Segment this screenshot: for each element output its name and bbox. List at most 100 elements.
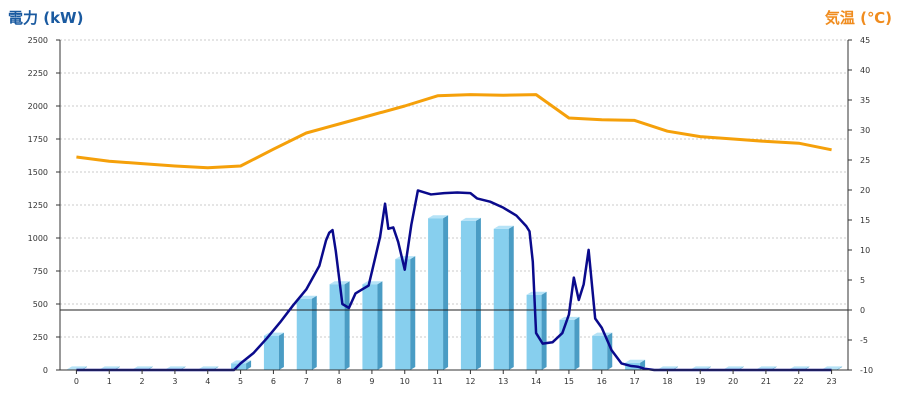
x-tick-label: 10 <box>400 377 410 386</box>
x-tick-label: 19 <box>695 377 705 386</box>
bar <box>296 298 312 370</box>
bar-side <box>508 225 514 370</box>
bar-side <box>344 281 350 370</box>
bar-side <box>475 217 481 370</box>
bar-top <box>165 366 186 370</box>
x-tick-label: 2 <box>140 377 145 386</box>
bar-top <box>428 215 449 219</box>
power-line <box>76 189 832 372</box>
left-tick-label: 1250 <box>28 201 48 210</box>
gridlines <box>60 39 848 338</box>
bar-top <box>789 366 810 370</box>
x-tick-label: 6 <box>271 377 276 386</box>
x-tick-label: 3 <box>172 377 177 386</box>
bar-side <box>837 366 843 370</box>
x-tick-label: 1 <box>107 377 112 386</box>
left-tick-label: 1750 <box>28 135 48 144</box>
bar-top <box>657 366 678 370</box>
x-tick-label: 21 <box>761 377 771 386</box>
bar <box>263 335 279 370</box>
right-tick-label: 15 <box>860 216 870 225</box>
right-tick-label: 5 <box>860 276 865 285</box>
x-tick-label: 14 <box>531 377 541 386</box>
x-tick-label: 13 <box>498 377 508 386</box>
bar-top <box>723 366 744 370</box>
bar <box>526 294 542 370</box>
right-tick-label: 45 <box>860 36 870 45</box>
x-tick-label: 5 <box>238 377 243 386</box>
right-tick-label: 40 <box>860 66 870 75</box>
bar-top <box>132 366 153 370</box>
left-tick-label: 500 <box>33 300 48 309</box>
right-tick-label: 10 <box>860 246 870 255</box>
bar-top <box>198 366 219 370</box>
left-axis-title: 電力 (kW) <box>8 9 83 27</box>
bar <box>592 335 608 370</box>
right-axis-title: 気温 (℃) <box>825 9 892 27</box>
bar-side <box>246 360 252 370</box>
x-tick-label: 12 <box>465 377 475 386</box>
bar-top <box>822 366 843 370</box>
x-tick-label: 18 <box>662 377 672 386</box>
left-tick-label: 1000 <box>28 234 48 243</box>
temperature-line <box>76 93 832 170</box>
right-tick-label: -10 <box>860 366 873 375</box>
bar <box>559 319 575 370</box>
bar-side <box>410 256 416 370</box>
bar-top <box>362 281 383 285</box>
x-tick-label: 9 <box>369 377 374 386</box>
x-tick-label: 23 <box>826 377 836 386</box>
left-tick-label: 2500 <box>28 36 48 45</box>
axes: 02505007501000125015001750200022502500-1… <box>28 36 873 386</box>
bar-side <box>278 332 284 370</box>
x-tick-label: 0 <box>74 377 79 386</box>
power-bars <box>66 215 843 370</box>
bar-top <box>756 366 777 370</box>
x-tick-label: 8 <box>337 377 342 386</box>
right-tick-label: 0 <box>860 306 865 315</box>
bar <box>329 284 345 370</box>
bar-top <box>395 256 416 260</box>
bar-top <box>625 359 646 363</box>
bar-top <box>526 291 547 295</box>
bar-side <box>443 215 449 370</box>
left-tick-label: 2000 <box>28 102 48 111</box>
x-tick-label: 4 <box>205 377 210 386</box>
right-tick-label: -5 <box>860 336 868 345</box>
bar <box>428 218 444 370</box>
bar-top <box>690 366 711 370</box>
x-tick-label: 15 <box>564 377 574 386</box>
bar <box>493 228 509 370</box>
right-tick-label: 30 <box>860 126 870 135</box>
bar-top <box>559 316 580 320</box>
x-tick-label: 20 <box>728 377 738 386</box>
left-tick-label: 750 <box>33 267 48 276</box>
left-tick-label: 2250 <box>28 69 48 78</box>
right-tick-label: 25 <box>860 156 870 165</box>
bar-top <box>99 366 120 370</box>
bar <box>395 259 411 370</box>
left-tick-label: 0 <box>43 366 48 375</box>
x-tick-label: 17 <box>629 377 639 386</box>
bar-side <box>541 291 547 370</box>
bar <box>362 284 378 370</box>
x-tick-label: 22 <box>794 377 804 386</box>
bar-top <box>66 366 87 370</box>
bar-top <box>592 332 613 336</box>
bar-side <box>377 281 383 370</box>
right-tick-label: 35 <box>860 96 870 105</box>
series-lines <box>76 93 832 372</box>
bar-side <box>574 316 580 370</box>
x-tick-label: 7 <box>304 377 309 386</box>
left-tick-label: 250 <box>33 333 48 342</box>
bar-top <box>493 225 514 229</box>
bar <box>460 220 476 370</box>
bar-top <box>460 217 481 221</box>
x-tick-label: 11 <box>432 377 442 386</box>
x-tick-label: 16 <box>597 377 607 386</box>
bar-side <box>311 295 317 370</box>
left-tick-label: 1500 <box>28 168 48 177</box>
right-tick-label: 20 <box>860 186 870 195</box>
